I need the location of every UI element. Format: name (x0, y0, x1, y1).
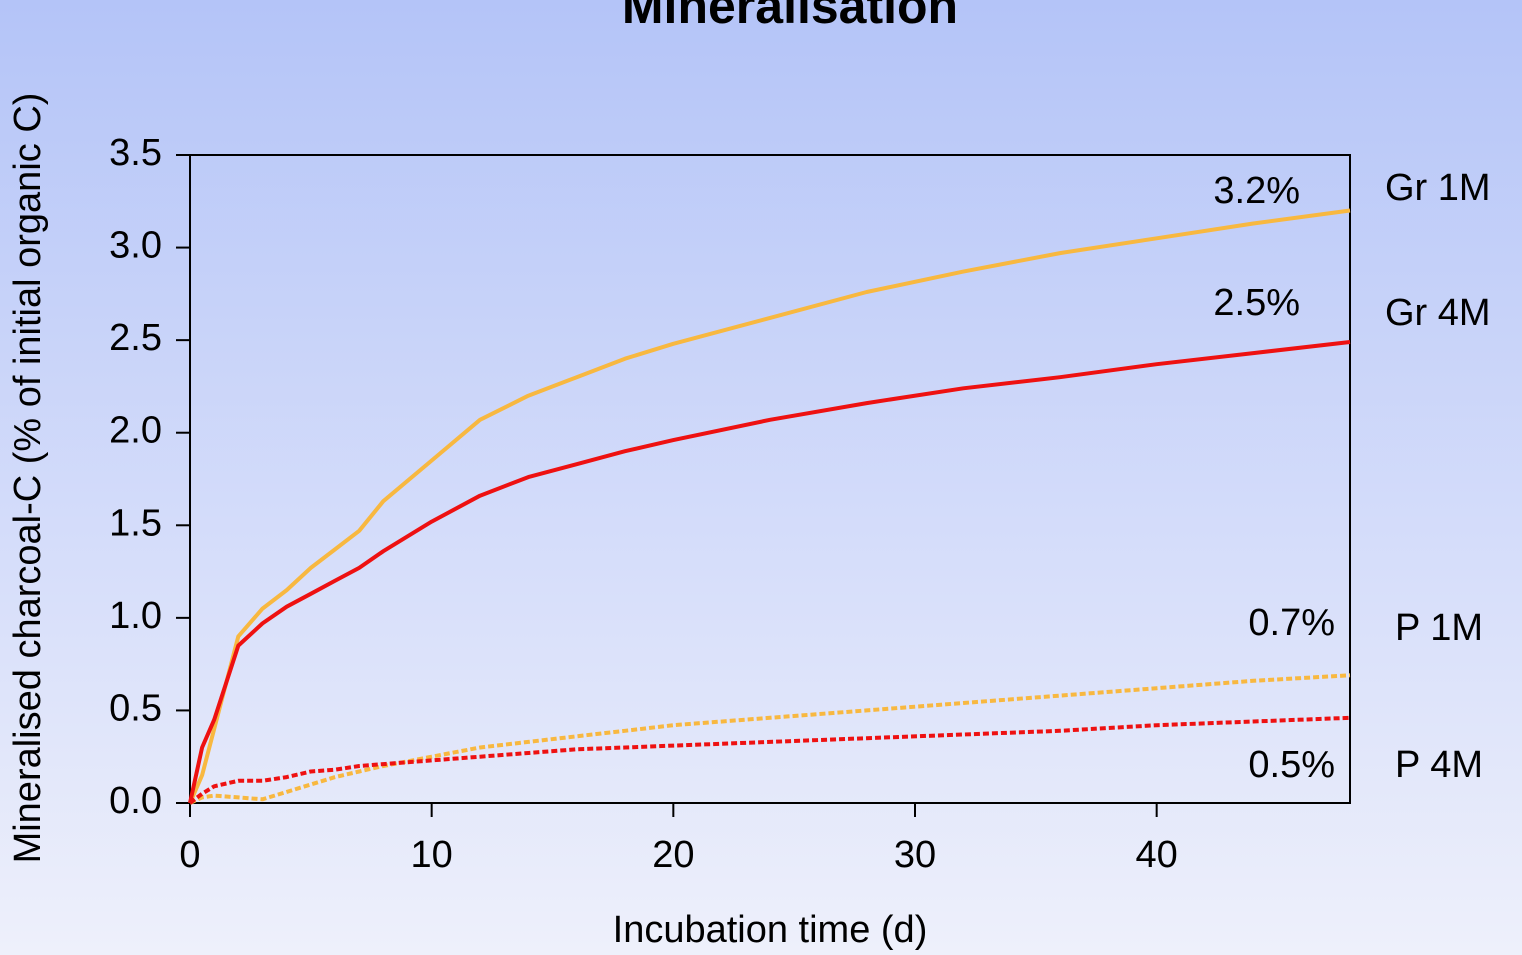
y-tick-label: 2.5 (109, 317, 162, 359)
end-label: 0.7% (1248, 602, 1335, 644)
end-label: 3.2% (1213, 170, 1300, 212)
y-tick-label: 1.5 (109, 502, 162, 544)
series-name: Gr 1M (1385, 167, 1491, 209)
x-axis-label: Incubation time (d) (613, 909, 928, 951)
x-tick-label: 0 (179, 834, 200, 876)
end-label: 2.5% (1213, 282, 1300, 324)
series-line (188, 340, 1351, 804)
x-tick-label: 30 (894, 834, 936, 876)
y-tick-label: 0.5 (109, 687, 162, 729)
y-tick-label: 0.0 (109, 780, 162, 822)
chart-title: Mineralisation (622, 0, 958, 34)
y-tick-label: 3.5 (109, 132, 162, 174)
series-line (188, 715, 1351, 805)
end-label: 0.5% (1248, 744, 1335, 786)
y-tick-label: 1.0 (109, 595, 162, 637)
y-tick-label: 2.0 (109, 410, 162, 452)
series-line (189, 673, 1351, 805)
y-axis-label: Mineralised charcoal-C (% of initial org… (7, 93, 49, 864)
x-tick-label: 20 (652, 834, 694, 876)
x-tick-label: 40 (1136, 834, 1178, 876)
series-name: P 1M (1395, 607, 1483, 649)
y-tick-label: 3.0 (109, 225, 162, 267)
plot-frame (189, 154, 1351, 804)
x-tick-label: 10 (411, 834, 453, 876)
series-line (188, 208, 1351, 804)
series-name: Gr 4M (1385, 292, 1491, 334)
series-name: P 4M (1395, 744, 1483, 786)
